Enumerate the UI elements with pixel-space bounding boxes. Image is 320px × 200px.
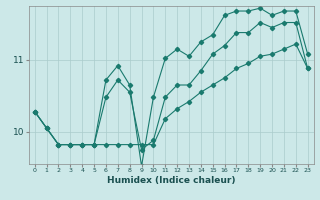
X-axis label: Humidex (Indice chaleur): Humidex (Indice chaleur) — [107, 176, 236, 185]
